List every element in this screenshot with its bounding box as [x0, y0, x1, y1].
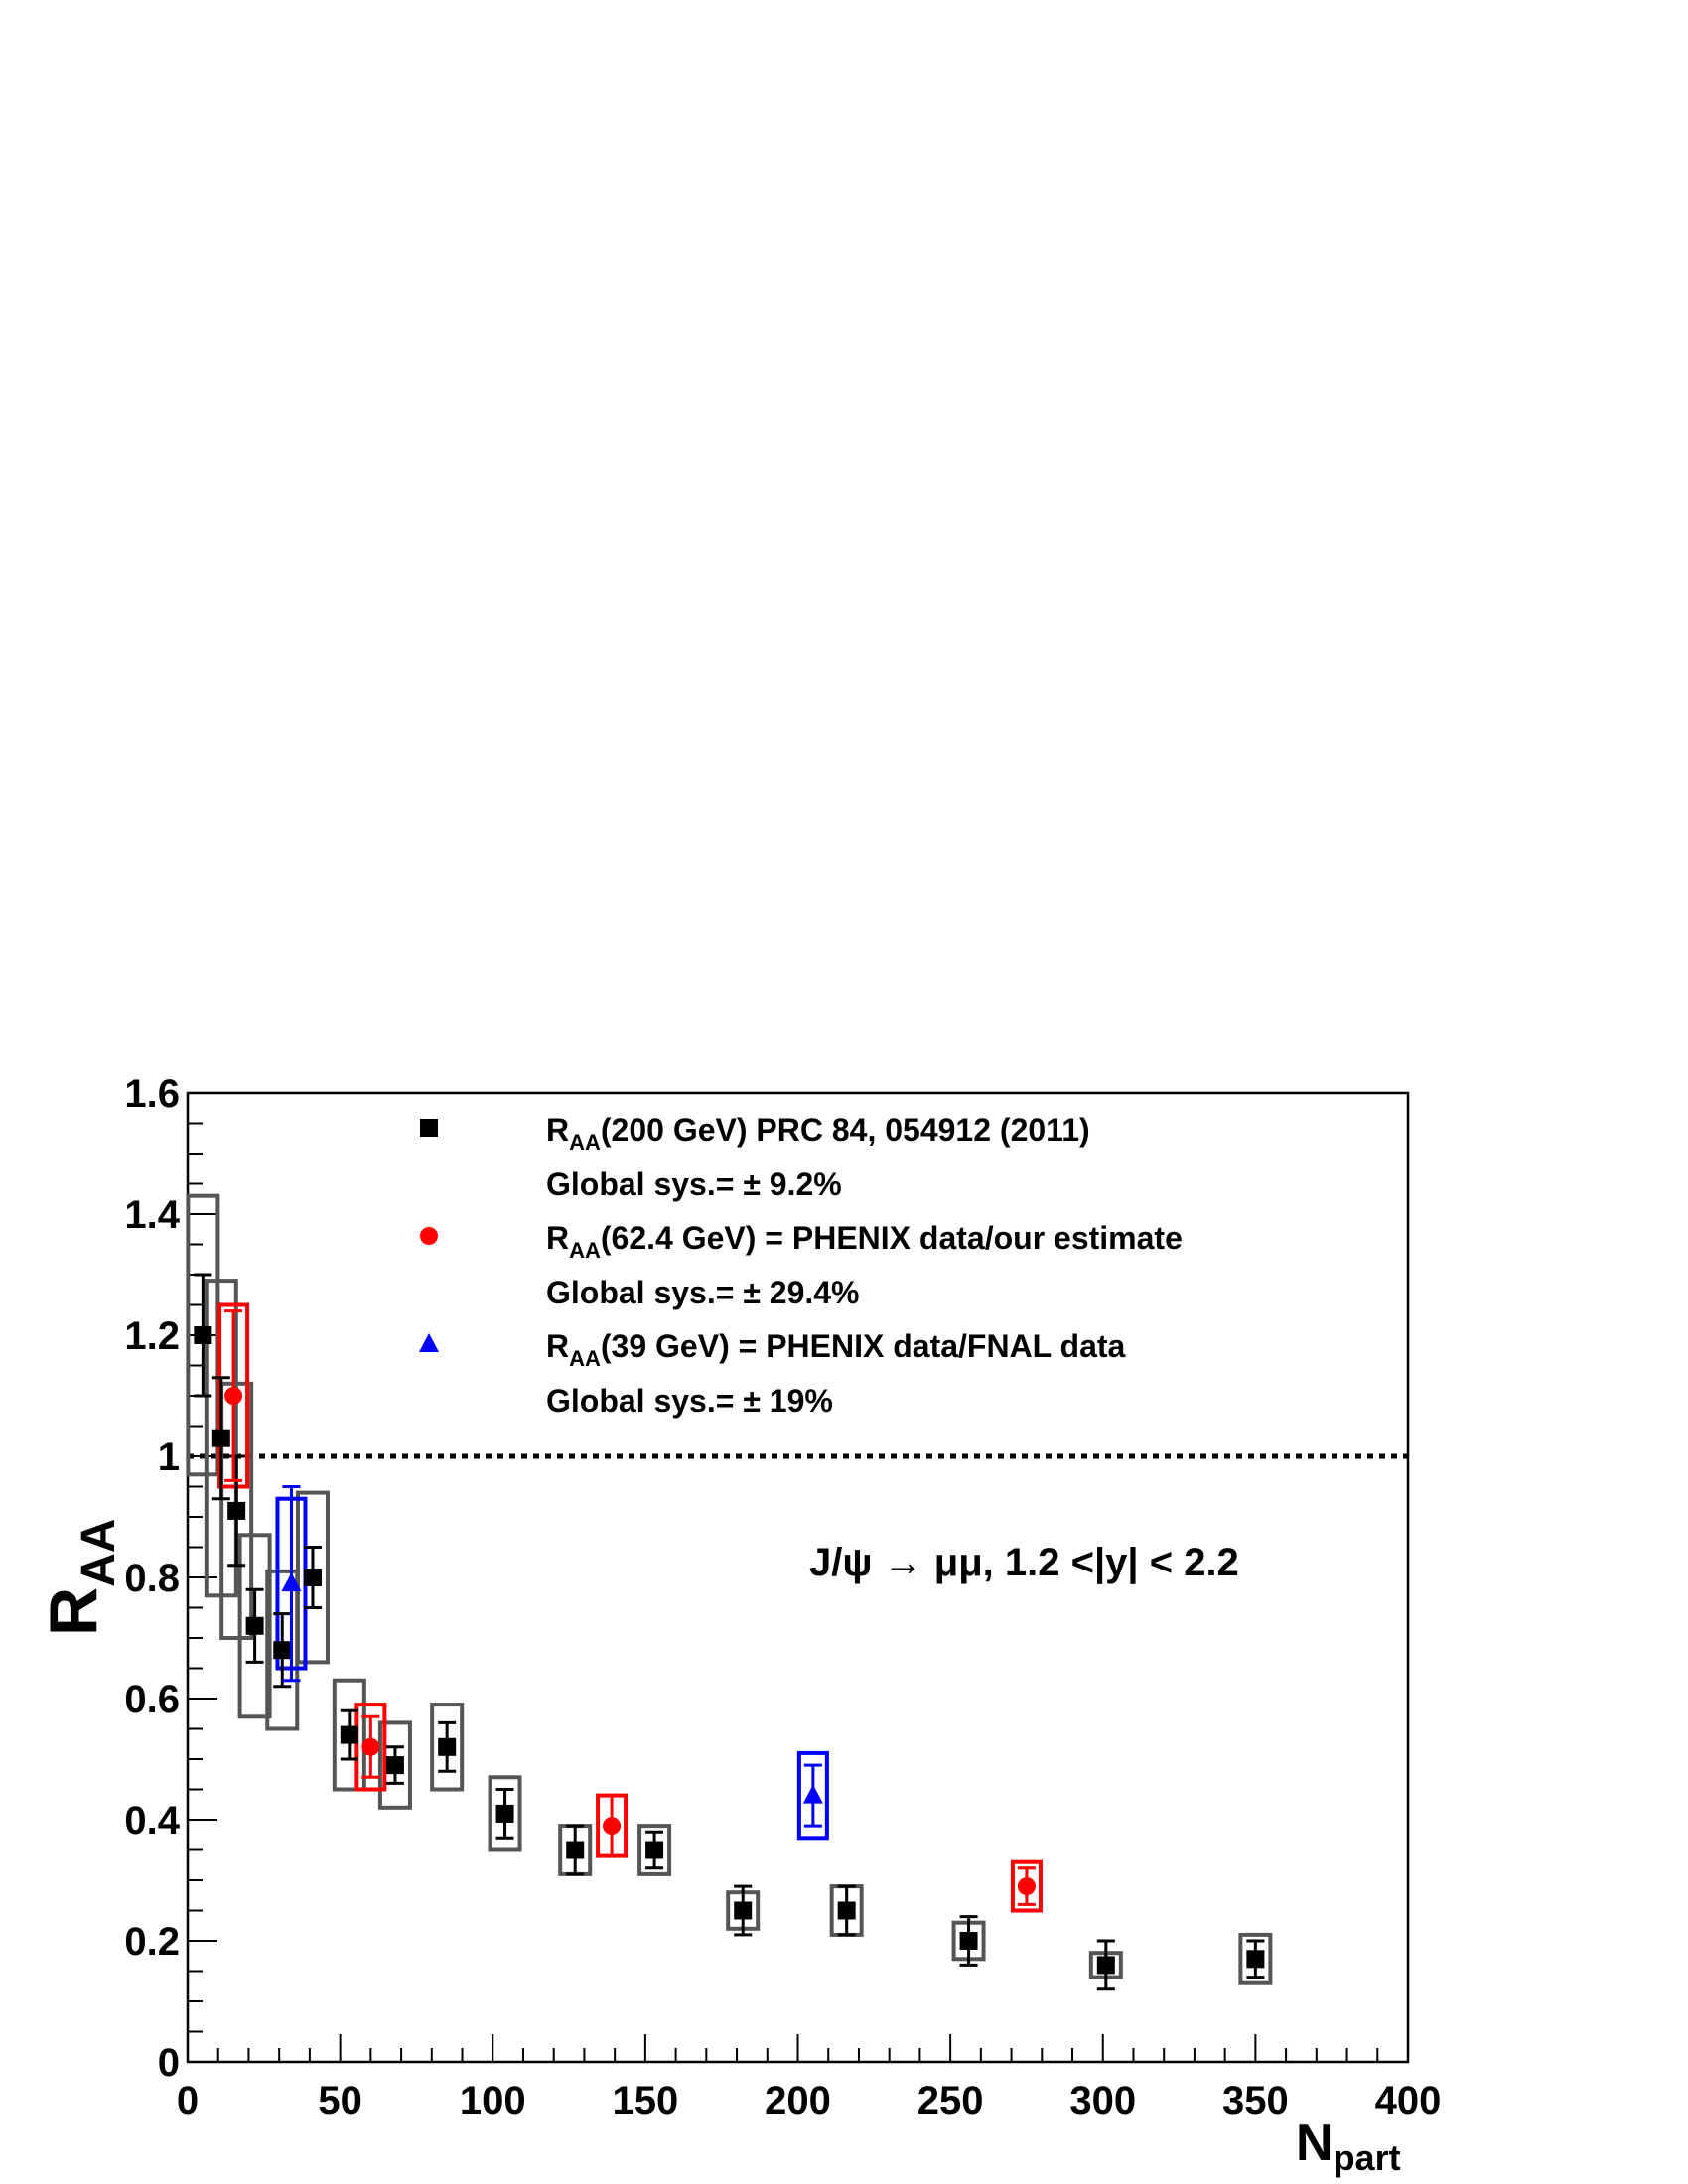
- circle-marker: [1017, 1877, 1036, 1896]
- point-square: [959, 1915, 978, 1967]
- legend-sys-text: Global sys.= ± 19%: [546, 1383, 833, 1419]
- point-square: [438, 1720, 457, 1773]
- legend-entry-label: RAA(62.4 GeV) = PHENIX data/our estimate: [546, 1220, 1183, 1263]
- point-square: [273, 1612, 292, 1689]
- sys-box-square: [637, 1824, 672, 1876]
- point-square: [1246, 1939, 1265, 1979]
- point-square: [340, 1708, 358, 1761]
- square-marker: [438, 1737, 457, 1756]
- point-square: [211, 1376, 230, 1501]
- square-marker: [1246, 1950, 1265, 1969]
- x-tick-label: 300: [1069, 2079, 1136, 2122]
- legend-entry-label: RAA(39 GeV) = PHENIX data/FNAL data: [546, 1328, 1126, 1371]
- systematic-boxes: [186, 1193, 1273, 1985]
- y-tick-label: 0: [158, 2041, 180, 2085]
- point-triangle: [802, 1763, 823, 1828]
- square-marker: [566, 1841, 585, 1859]
- triangle-marker: [802, 1784, 823, 1804]
- x-tick-label: 50: [318, 2079, 362, 2122]
- x-axis-label: Npart: [1296, 2115, 1401, 2178]
- sys-box-square: [488, 1775, 522, 1852]
- square-marker: [495, 1804, 514, 1823]
- annotation: J/ψ → μμ, 1.2 <|y| < 2.2: [809, 1541, 1239, 1584]
- sys-box-square: [1238, 1932, 1273, 1985]
- y-tick-label: 1.2: [124, 1314, 180, 1358]
- data-points: [194, 1273, 1265, 1991]
- y-tick-label: 0.4: [124, 1799, 180, 1843]
- square-marker: [303, 1569, 322, 1586]
- circle-marker: [361, 1737, 380, 1756]
- point-square: [385, 1745, 404, 1785]
- square-marker: [385, 1756, 404, 1775]
- square-marker: [837, 1901, 856, 1920]
- y-tick-label: 0.6: [124, 1678, 180, 1721]
- point-triangle: [281, 1485, 302, 1683]
- square-marker: [273, 1641, 292, 1660]
- point-square: [645, 1830, 664, 1870]
- point-square: [734, 1884, 753, 1937]
- sys-box-square: [377, 1720, 412, 1810]
- point-square: [194, 1273, 212, 1398]
- x-tick-labels: 0 50 100 150 200 250 300 350 400: [177, 2079, 1442, 2122]
- point-square: [837, 1884, 856, 1937]
- x-tick-label: 100: [460, 2079, 526, 2122]
- y-tick-label: 1: [158, 1435, 180, 1479]
- triangle-marker: [281, 1572, 302, 1592]
- point-square: [303, 1546, 322, 1609]
- square-marker: [645, 1841, 664, 1859]
- axis-ticks: [187, 1092, 1409, 2063]
- x-tick-label: 150: [613, 2079, 679, 2122]
- legend-sys-text: Global sys.= ± 9.2%: [546, 1166, 842, 1202]
- legend-sys-text: Global sys.= ± 29.4%: [546, 1275, 860, 1310]
- x-tick-label: 200: [765, 2079, 831, 2122]
- sys-box-square: [237, 1533, 272, 1719]
- square-marker: [734, 1901, 753, 1920]
- y-tick-label: 0.2: [124, 1920, 180, 1964]
- sys-box-circle: [217, 1302, 250, 1489]
- point-square: [227, 1454, 246, 1568]
- circle-marker: [603, 1817, 622, 1836]
- square-marker: [194, 1326, 212, 1344]
- point-square: [566, 1824, 585, 1876]
- x-tick-label: 400: [1375, 2079, 1442, 2122]
- legend-entry-label: RAA(200 GeV) PRC 84, 054912 (2011): [546, 1112, 1090, 1155]
- circle-marker: [224, 1387, 243, 1405]
- legend-marker-square: [420, 1119, 438, 1137]
- square-marker: [959, 1932, 978, 1950]
- point-square: [245, 1587, 264, 1664]
- sys-box-circle: [1010, 1859, 1043, 1913]
- point-square: [495, 1788, 514, 1840]
- x-tick-label: 0: [177, 2079, 199, 2122]
- y-tick-label: 0.8: [124, 1557, 180, 1600]
- square-marker: [227, 1501, 246, 1520]
- sys-box-square: [219, 1381, 254, 1641]
- x-tick-label: 250: [917, 2079, 984, 2122]
- point-square: [1096, 1939, 1115, 1991]
- y-axis-label: RAA: [36, 1519, 125, 1636]
- point-circle: [361, 1714, 380, 1779]
- legend-marker-circle: [420, 1227, 438, 1245]
- point-circle: [603, 1794, 622, 1858]
- square-marker: [245, 1616, 264, 1635]
- sys-box-circle: [354, 1703, 387, 1792]
- y-tick-labels: 0 0.2 0.4 0.6 0.8 1 1.2 1.4 1.6: [124, 1072, 180, 2085]
- sys-box-triangle: [796, 1750, 829, 1841]
- legend: RAA(200 GeV) PRC 84, 054912 (2011) Global…: [419, 1112, 1183, 1419]
- square-marker: [1096, 1956, 1115, 1975]
- legend-marker-triangle: [419, 1333, 439, 1352]
- sys-box-square: [430, 1703, 465, 1792]
- x-tick-label: 350: [1222, 2079, 1289, 2122]
- sys-box-square: [295, 1490, 330, 1665]
- y-tick-label: 1.4: [124, 1193, 180, 1237]
- square-marker: [340, 1725, 358, 1744]
- square-marker: [211, 1429, 230, 1447]
- sys-box-square: [332, 1678, 366, 1792]
- point-circle: [1017, 1866, 1036, 1906]
- point-circle: [224, 1309, 243, 1482]
- y-tick-label: 1.6: [124, 1072, 180, 1116]
